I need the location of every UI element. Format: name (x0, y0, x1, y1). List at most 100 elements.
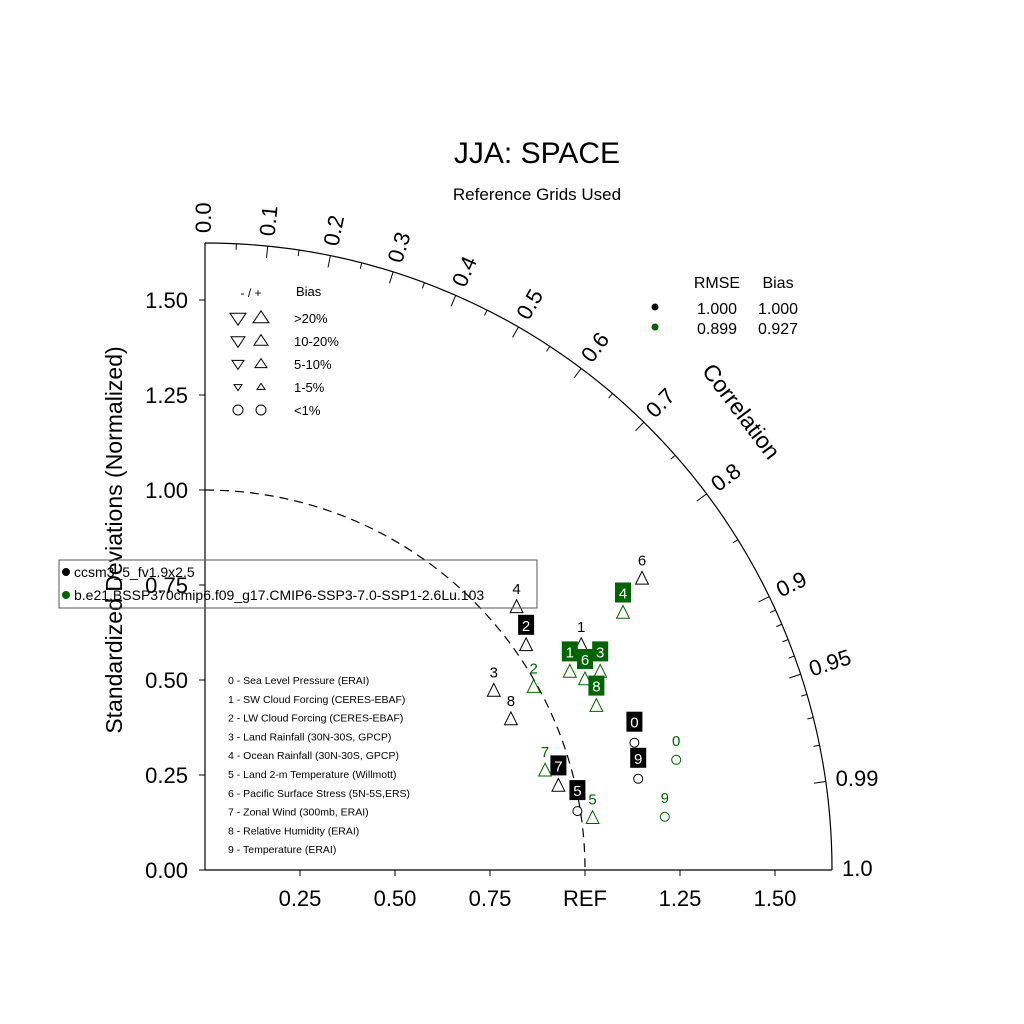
bias-legend-label: 1-5% (294, 380, 325, 395)
marker-circle (633, 773, 644, 784)
marker-label: 5 (588, 792, 596, 809)
variable-list-item: 3 - Land Rainfall (30N-30S, GPCP) (228, 731, 391, 743)
x-tick-label: REF (563, 886, 607, 911)
correlation-minor-tick (788, 655, 795, 659)
marker-label: 9 (661, 790, 669, 807)
marker-triangle-up (562, 663, 578, 678)
correlation-minor-tick (546, 346, 551, 352)
x-tick-label: 1.25 (659, 886, 702, 911)
marker-label: 4 (512, 581, 520, 598)
y-tick-label: 0.50 (145, 668, 188, 693)
correlation-tick (635, 421, 645, 432)
stats-legend-rmse: 1.000 (697, 301, 737, 318)
variable-list: 0 - Sea Level Pressure (ERAI) 1 - SW Clou… (228, 675, 410, 856)
correlation-tick (813, 781, 826, 784)
y-tick-label: 1.50 (145, 288, 188, 313)
marker-label: 7 (541, 744, 549, 761)
correlation-tick-label: 0.0 (191, 202, 216, 233)
bias-legend-triangle-up (256, 382, 266, 390)
correlation-minor-tick (359, 262, 363, 269)
axes: 0.000.250.500.751.001.251.500.25 0.50 0.75… (145, 202, 878, 911)
correlation-tick (696, 493, 707, 502)
stats-legend-bias-header: Bias (762, 275, 793, 292)
bias-legend-triangle-up (253, 333, 269, 346)
bias-legend-triangle-down (231, 359, 245, 371)
marker-label: 3 (490, 664, 498, 681)
variable-list-item: 2 - LW Cloud Forcing (CERES-EBAF) (228, 713, 403, 725)
variable-list-item: 4 - Ocean Rainfall (30N-30S, GPCP) (228, 750, 399, 762)
variable-list-item: 9 - Temperature (ERAI) (228, 844, 336, 856)
correlation-minor-tick (297, 250, 300, 257)
x-tick-label: 0.25 (279, 886, 322, 911)
correlation-minor-tick (608, 393, 613, 399)
case-legend-box (58, 559, 538, 609)
bias-legend-label: <1% (294, 403, 321, 418)
marker-label: 1 (577, 619, 585, 636)
stats-legend-dot (651, 303, 659, 311)
case-legend-rows: ccsm3_5_fv1.9x2.5 b.e21.BSSP370cmip6.f09_… (62, 564, 484, 603)
marker-label-box (588, 675, 605, 696)
marker-triangle-up (585, 809, 600, 824)
correlation-minor-tick (769, 609, 776, 613)
marker-label-box (518, 614, 535, 635)
marker-triangle-up (577, 670, 593, 686)
x-tick-label: 0.50 (374, 886, 417, 911)
bias-legend-sign-header: - / + (240, 286, 261, 300)
case-legend-label: b.e21.BSSP370cmip6.f09_g17.CMIP6-SSP3-7.… (74, 587, 484, 603)
stats-legend-bias: 0.927 (758, 321, 798, 338)
y-tick-label: 1.00 (145, 478, 188, 503)
correlation-tick (389, 271, 394, 284)
marker-label: 8 (592, 679, 600, 696)
correlation-tick (266, 246, 269, 259)
marker-label: 0 (672, 733, 680, 750)
y-axis-label: Standardized Deviations (Normalized) (101, 346, 127, 733)
marker-triangle-up (551, 777, 566, 792)
stats-legend-rmse-header: RMSE (694, 275, 740, 292)
correlation-tick (512, 326, 519, 338)
y-tick-label: 0.00 (145, 858, 188, 883)
marker-label-box (561, 641, 578, 662)
marker-circle (659, 811, 670, 822)
correlation-tick (327, 255, 331, 268)
chart-subtitle: Reference Grids Used (453, 185, 621, 204)
variable-list-item: 6 - Pacific Surface Stress (5N-5S,ERS) (228, 788, 410, 800)
bias-legend-circle (255, 404, 267, 416)
variable-list-item: 0 - Sea Level Pressure (ERAI) (228, 675, 369, 687)
marker-label-box (626, 711, 643, 732)
variable-list-item: 7 - Zonal Wind (300mb, ERAI) (228, 807, 369, 819)
bias-legend-circle (232, 404, 244, 416)
correlation-minor-tick (782, 639, 789, 643)
stats-legend: RMSE Bias 1.000 1.000 0.899 0.927 (651, 275, 798, 338)
correlation-tick-label: 0.99 (836, 766, 879, 791)
marker-label: 4 (619, 586, 627, 603)
marker-label: 1 (566, 644, 574, 661)
correlation-tick (573, 368, 582, 379)
marker-triangle-up (518, 636, 534, 652)
y-tick-label: 0.75 (145, 573, 188, 598)
bias-legend: - / + Bias >20% 10-20% 5-10% 1-5% <1% (229, 284, 339, 418)
correlation-tick (450, 295, 457, 307)
marker-label: 5 (573, 783, 581, 800)
correlation-minor-tick (484, 309, 488, 316)
marker-triangle-up (615, 604, 631, 619)
case-legend-label: ccsm3_5_fv1.9x2.5 (74, 564, 195, 580)
correlation-minor-tick (807, 717, 814, 720)
marker-label: 3 (596, 644, 604, 661)
y-tick-label: 0.25 (145, 763, 188, 788)
correlation-minor-tick (732, 539, 739, 544)
stats-legend-rmse: 0.899 (697, 321, 737, 338)
bias-legend-triangle-up (252, 309, 270, 324)
case-legend-dot (62, 591, 70, 599)
correlation-arc (204, 242, 833, 871)
variable-list-item: 8 - Relative Humidity (ERAI) (228, 825, 359, 837)
correlation-minor-tick (776, 623, 783, 628)
x-tick-label: 0.75 (469, 886, 512, 911)
marker-label: 2 (522, 618, 530, 635)
data-points: 0 1 2 3 4 5 6 7 8 9 0 1 2 3 4 5 6 7 8 9 (486, 552, 682, 824)
correlation-minor-tick (670, 454, 676, 460)
bias-legend-label: >20% (294, 311, 328, 326)
bias-legend-label: 5-10% (294, 357, 332, 372)
bias-legend-triangle-down (229, 312, 247, 327)
